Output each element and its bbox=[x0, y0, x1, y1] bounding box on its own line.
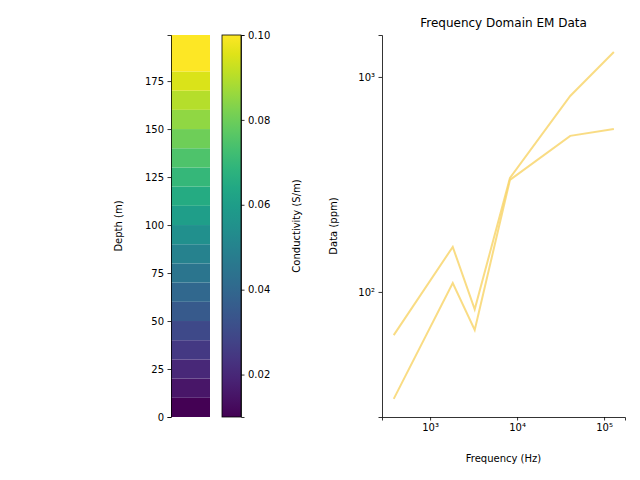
data-line bbox=[394, 52, 614, 335]
chart-title: Frequency Domain EM Data bbox=[420, 16, 587, 30]
tick-mark bbox=[241, 35, 245, 36]
tick-mark bbox=[379, 77, 383, 78]
tick-label: 10² bbox=[358, 287, 375, 298]
tick: 50 bbox=[151, 316, 171, 327]
colorbar-axis-line bbox=[242, 36, 245, 418]
tick-label: 10⁵ bbox=[596, 422, 613, 433]
tick-label: 0 bbox=[158, 412, 164, 423]
data-line bbox=[394, 129, 614, 399]
tick-label: 175 bbox=[145, 76, 164, 87]
layer bbox=[171, 359, 210, 378]
y-axis-line bbox=[168, 36, 172, 418]
tick: 175 bbox=[145, 76, 171, 87]
tick-label: 100 bbox=[145, 220, 164, 231]
layer bbox=[171, 379, 210, 398]
layer bbox=[171, 244, 210, 263]
layer bbox=[171, 148, 210, 167]
tick-mark bbox=[168, 177, 172, 178]
tick-label: 50 bbox=[151, 316, 164, 327]
tick: 150 bbox=[145, 124, 171, 135]
tick: 100 bbox=[145, 220, 171, 231]
layer bbox=[171, 167, 210, 186]
colorbar-axis: 0.02 0.04 0.06 0.08 0.10 bbox=[241, 30, 270, 418]
colorbar-title: Conductivity (S/m) bbox=[291, 179, 302, 272]
x-axis-title: Frequency (Hz) bbox=[466, 453, 542, 464]
tick-label: 0.02 bbox=[248, 369, 270, 380]
tick: 75 bbox=[151, 268, 171, 279]
layer bbox=[171, 225, 210, 244]
layer bbox=[171, 206, 210, 225]
layer bbox=[171, 187, 210, 206]
tick-mark bbox=[168, 129, 172, 130]
layer bbox=[171, 110, 210, 129]
tick: 0 bbox=[158, 412, 171, 423]
tick-label: 10³ bbox=[358, 72, 375, 83]
layer bbox=[171, 398, 210, 417]
tick: 10³ bbox=[422, 417, 439, 433]
tick-label: 0.04 bbox=[248, 284, 270, 295]
tick-label: 75 bbox=[151, 268, 164, 279]
tick-mark bbox=[168, 81, 172, 82]
layer bbox=[171, 340, 210, 359]
tick-label: 150 bbox=[145, 124, 164, 135]
tick: 0.06 bbox=[241, 199, 270, 210]
tick-label: 0.06 bbox=[248, 199, 270, 210]
tick: 125 bbox=[145, 172, 171, 183]
tick-label: 0.10 bbox=[248, 30, 270, 41]
tick-label: 125 bbox=[145, 172, 164, 183]
layer bbox=[171, 283, 210, 302]
tick: 0.10 bbox=[241, 30, 270, 41]
tick-mark bbox=[168, 225, 172, 226]
x-axis-line bbox=[383, 418, 626, 421]
x-axis: 10³ 10⁴ 10⁵ bbox=[383, 417, 626, 433]
y-axis-line bbox=[379, 36, 383, 418]
tick-mark bbox=[517, 417, 518, 421]
layer bbox=[171, 263, 210, 282]
y-axis: 0 25 50 75 100 125 150 175 bbox=[145, 36, 172, 423]
layer bbox=[171, 71, 210, 90]
plot-area bbox=[394, 52, 614, 399]
tick: 25 bbox=[151, 364, 171, 375]
tick-label: 10⁴ bbox=[509, 422, 526, 433]
tick-mark bbox=[168, 321, 172, 322]
tick-label: 0.08 bbox=[248, 115, 270, 126]
layer bbox=[171, 302, 210, 321]
tick-mark bbox=[604, 417, 605, 421]
layers bbox=[171, 35, 210, 417]
tick: 10⁴ bbox=[509, 417, 526, 433]
y-axis-title: Depth (m) bbox=[113, 200, 124, 251]
tick-mark bbox=[168, 273, 172, 274]
tick-mark bbox=[241, 205, 245, 206]
tick: 10² bbox=[358, 287, 382, 298]
tick-mark bbox=[241, 120, 245, 121]
y-axis-title: Data (ppm) bbox=[328, 197, 339, 254]
tick-label: 10³ bbox=[422, 422, 439, 433]
tick-mark bbox=[168, 369, 172, 370]
tick: 10³ bbox=[358, 72, 382, 83]
tick: 0.02 bbox=[241, 369, 270, 380]
tick: 10⁵ bbox=[596, 417, 613, 433]
tick-mark bbox=[168, 417, 172, 418]
layer bbox=[171, 91, 210, 110]
tick-mark bbox=[430, 417, 431, 421]
figure: 0 25 50 75 100 125 150 175 Depth (m) 0.02 0.04 0.06… bbox=[0, 0, 640, 480]
tick-label: 25 bbox=[151, 364, 164, 375]
tick: 0.08 bbox=[241, 115, 270, 126]
y-axis: 10² 10³ bbox=[358, 36, 382, 418]
colorbar bbox=[222, 35, 241, 417]
tick-mark bbox=[379, 292, 383, 293]
layer bbox=[171, 129, 210, 148]
layer bbox=[171, 35, 210, 71]
tick-mark bbox=[241, 290, 245, 291]
tick-mark bbox=[241, 375, 245, 376]
tick: 0.04 bbox=[241, 284, 270, 295]
layer bbox=[171, 321, 210, 340]
